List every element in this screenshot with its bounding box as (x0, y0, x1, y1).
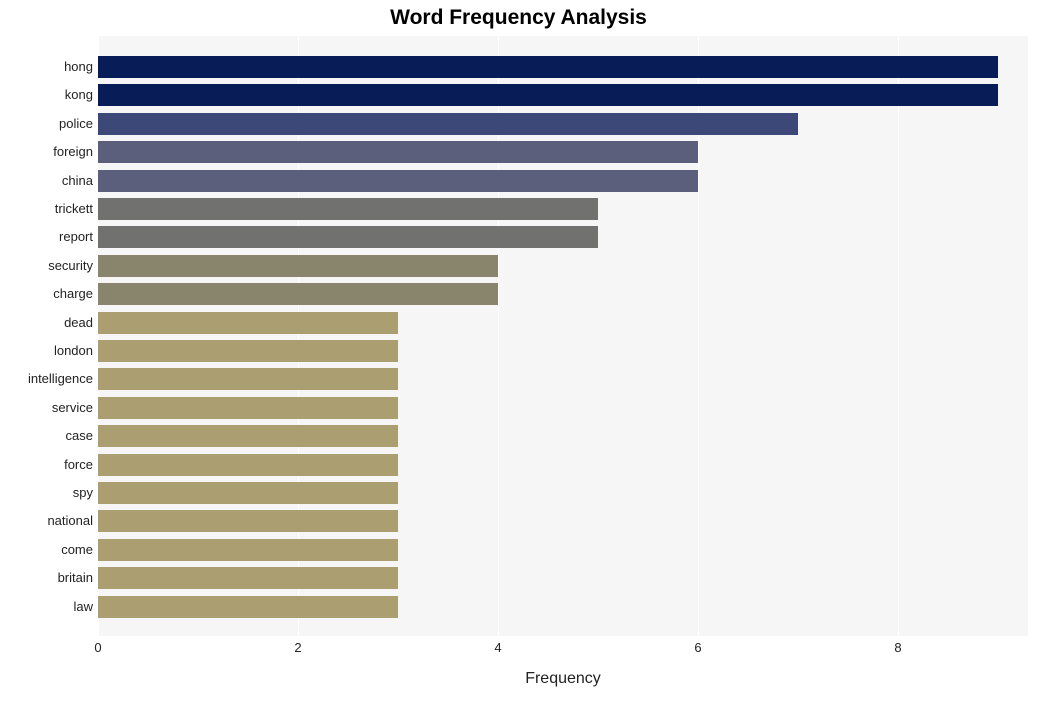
x-tick-label: 0 (94, 640, 101, 655)
y-tick-label: charge (0, 283, 93, 305)
y-tick-label: britain (0, 567, 93, 589)
y-tick-label: national (0, 510, 93, 532)
y-tick-label: come (0, 539, 93, 561)
y-tick-label: spy (0, 482, 93, 504)
y-tick-label: trickett (0, 198, 93, 220)
y-tick-label: china (0, 170, 93, 192)
bar (98, 198, 598, 220)
bar (98, 141, 698, 163)
grid-line (898, 36, 899, 636)
y-tick-label: intelligence (0, 368, 93, 390)
y-tick-label: hong (0, 56, 93, 78)
y-tick-label: force (0, 454, 93, 476)
bar (98, 170, 698, 192)
bar (98, 113, 798, 135)
y-tick-label: security (0, 255, 93, 277)
bar (98, 312, 398, 334)
bar (98, 84, 998, 106)
bar (98, 255, 498, 277)
y-tick-label: police (0, 113, 93, 135)
x-tick-label: 8 (894, 640, 901, 655)
bar (98, 510, 398, 532)
bar (98, 56, 998, 78)
bar (98, 454, 398, 476)
bar (98, 596, 398, 618)
x-tick-label: 6 (694, 640, 701, 655)
y-tick-label: case (0, 425, 93, 447)
y-tick-label: service (0, 397, 93, 419)
bar (98, 425, 398, 447)
bar (98, 368, 398, 390)
chart-title: Word Frequency Analysis (0, 6, 1037, 30)
bar (98, 567, 398, 589)
bar (98, 539, 398, 561)
word-frequency-chart: Word Frequency Analysis Frequency 0 2 4 6 8 h… (0, 0, 1037, 701)
y-tick-label: report (0, 226, 93, 248)
bar (98, 226, 598, 248)
x-tick-label: 4 (494, 640, 501, 655)
bar (98, 397, 398, 419)
plot-area (98, 36, 1028, 636)
y-tick-label: foreign (0, 141, 93, 163)
y-tick-label: law (0, 596, 93, 618)
x-axis-label: Frequency (98, 670, 1028, 688)
bar (98, 482, 398, 504)
y-tick-label: dead (0, 312, 93, 334)
x-tick-label: 2 (294, 640, 301, 655)
bar (98, 340, 398, 362)
y-tick-label: london (0, 340, 93, 362)
bar (98, 283, 498, 305)
y-tick-label: kong (0, 84, 93, 106)
